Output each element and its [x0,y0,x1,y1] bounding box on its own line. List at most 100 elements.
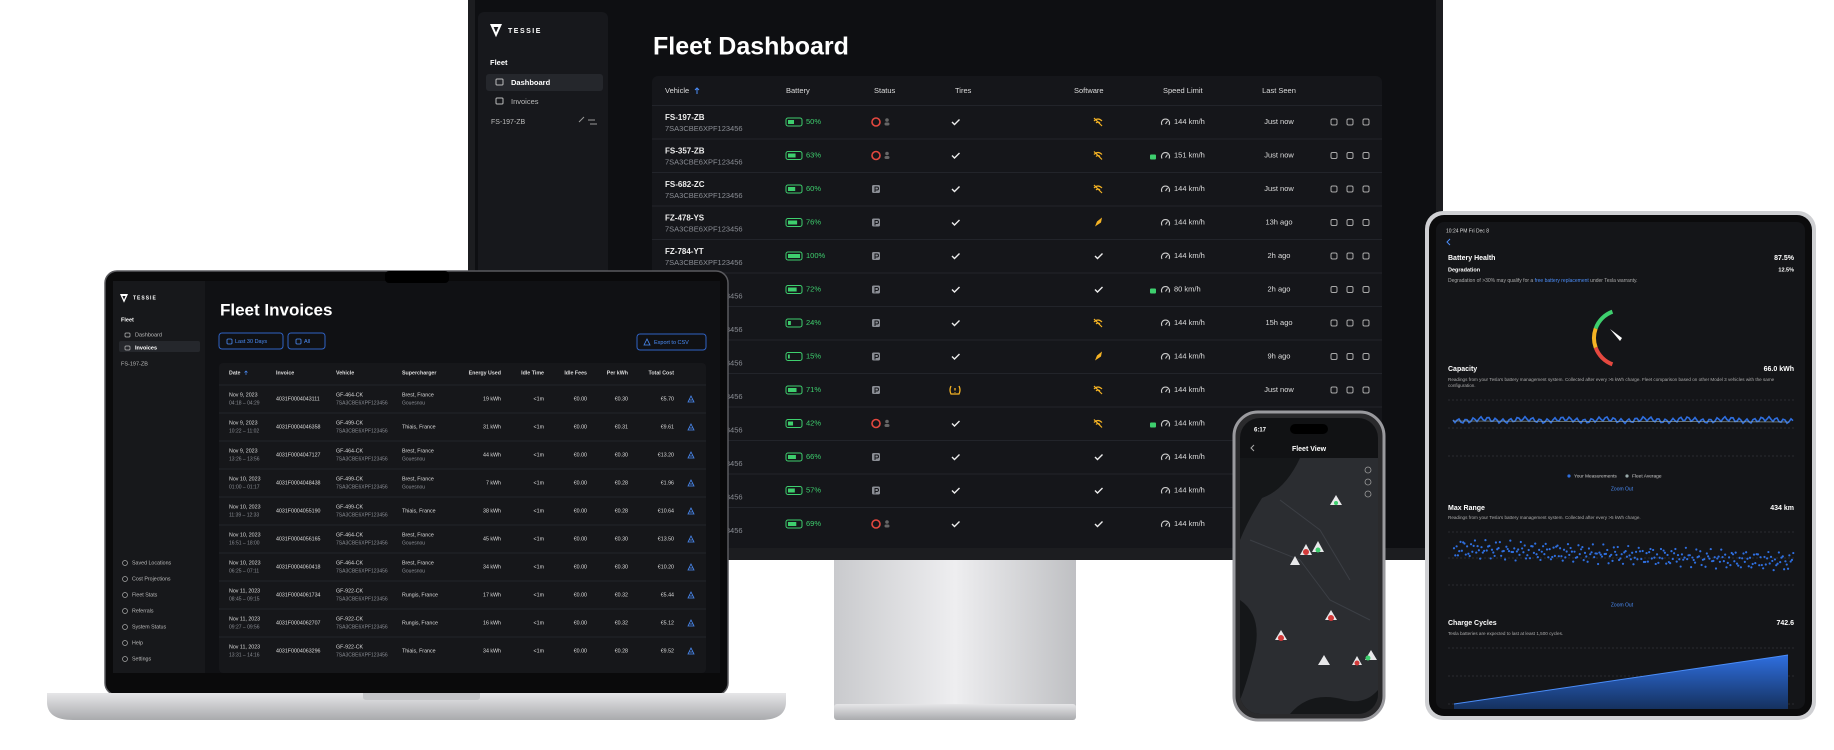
invoice-vehicle: GF-922-CK [336,616,364,622]
battery-outline [785,151,803,160]
row-action [1362,252,1370,260]
chart-dot [1608,555,1611,558]
chart-dot [1743,560,1746,563]
brand: TESSIE [508,28,542,35]
chart-dot [1707,555,1710,558]
row-action [1330,118,1338,126]
invoice-time: 08:45 – 09:15 [229,596,260,602]
chart-dot [1747,565,1750,568]
vehicle-vin: 7SA3CBE6XPF123456 [665,124,743,133]
chart-dot [1511,550,1515,554]
chart-dot [1722,559,1725,563]
chart-dot [1565,550,1568,553]
screen-title: Fleet View [1292,446,1327,453]
invoice-idle-fees: €0.00 [574,592,587,598]
chart-dot [1490,548,1494,551]
invoice-energy: 34 kWh [483,564,501,570]
chart-dot [1746,557,1749,560]
battery-level [788,120,794,124]
chart-dot [1627,544,1630,548]
chart-dot [1648,551,1651,554]
invoice-per-kwh: €0.31 [615,424,628,430]
chart-dot [1522,551,1525,554]
invoice-date: Nov 11, 2023 [229,644,260,650]
legend-swatch [1625,474,1629,478]
chart-dot [1738,556,1741,559]
chart-dot [1517,548,1520,551]
invoice-link [687,647,695,655]
chart-dot [1548,548,1551,551]
chart-dot [1505,545,1508,548]
chart-dot [1620,553,1623,556]
chart-dot [1595,552,1598,555]
page-title: Fleet Dashboard [653,33,849,61]
supercharger-location: Gouesnou [402,540,425,546]
invoice-vehicle: GF-464-CK [336,392,364,398]
chart-dot [1602,543,1605,546]
chart-dot [1735,562,1739,565]
chart-dot [1767,550,1770,554]
chart-dot [1528,557,1532,560]
chart-dot [1577,544,1580,547]
invoice-number: 4031F0004047127 [276,452,321,458]
chart-dot [1688,554,1691,557]
chart-dot [1693,561,1697,564]
sidebar-section: Fleet [490,58,508,67]
speed-icon [1160,219,1171,226]
battery-label: 76% [806,217,821,226]
map-water [1240,600,1257,700]
chart-dot [1756,553,1760,556]
invoice-energy: 19 kWh [483,396,501,402]
chart-dot [1703,558,1706,561]
status-time: 6:17 [1254,428,1267,434]
status-parked-glyph [874,387,879,393]
chart-dot [1612,546,1615,549]
chart-dot [1569,546,1572,550]
chart-dot [1568,553,1571,557]
chart-dot [1728,556,1731,559]
invoice-number: 4031F0004046358 [276,424,321,430]
chart-dot [1576,555,1579,559]
invoice-idle-time: <1m [534,592,545,598]
nav-item: System Status [132,624,166,630]
column-header: Total Cost [648,370,674,376]
chart-dot [1675,560,1678,563]
section-note: Readings from your Tesla's battery manag… [1448,515,1641,520]
column-header: Invoice [276,370,294,376]
supercharger-location: Gouesnou [402,400,425,406]
invoice-vehicle: GF-464-CK [336,532,364,538]
chart-dot [1646,560,1649,563]
supercharger: Rungis, France [402,592,438,598]
chart-dot [1497,547,1500,550]
chart-dot [1489,557,1492,560]
chart-dot [1641,549,1644,553]
chart-dot [1553,554,1556,558]
column-header: Battery [786,86,810,95]
invoice-idle-fees: €0.00 [574,424,587,430]
row-action [1346,286,1354,293]
chart-dot [1615,553,1618,556]
invoice-energy: 34 kWh [483,648,501,654]
status-alert [871,117,881,127]
battery-label: 50% [806,117,821,126]
column-header: Speed Limit [1163,86,1204,95]
chart-dot [1670,550,1673,553]
chart-dot [1585,555,1588,558]
nav-item: Help [132,640,143,646]
legend-label: Your Measurements [1574,473,1617,479]
nav-item: Settings [132,656,151,662]
vehicle-name: FZ-784-YT [665,247,704,256]
chart-dot [1678,558,1681,561]
chart-dot [1539,558,1542,562]
software-offline [1093,385,1103,395]
nav-item: Dashboard [511,78,551,87]
gauge-arc [1593,346,1614,367]
chart-dot [1637,546,1640,549]
speed-icon [1160,487,1171,494]
chart-dot [1493,554,1496,558]
vehicle-vin: 7SA3CBE6XPF123456 [665,258,743,267]
battery-label: 60% [806,184,821,193]
last-seen: Just now [1264,117,1294,126]
chart-dot [1572,560,1575,563]
chart-dot [1566,543,1570,546]
